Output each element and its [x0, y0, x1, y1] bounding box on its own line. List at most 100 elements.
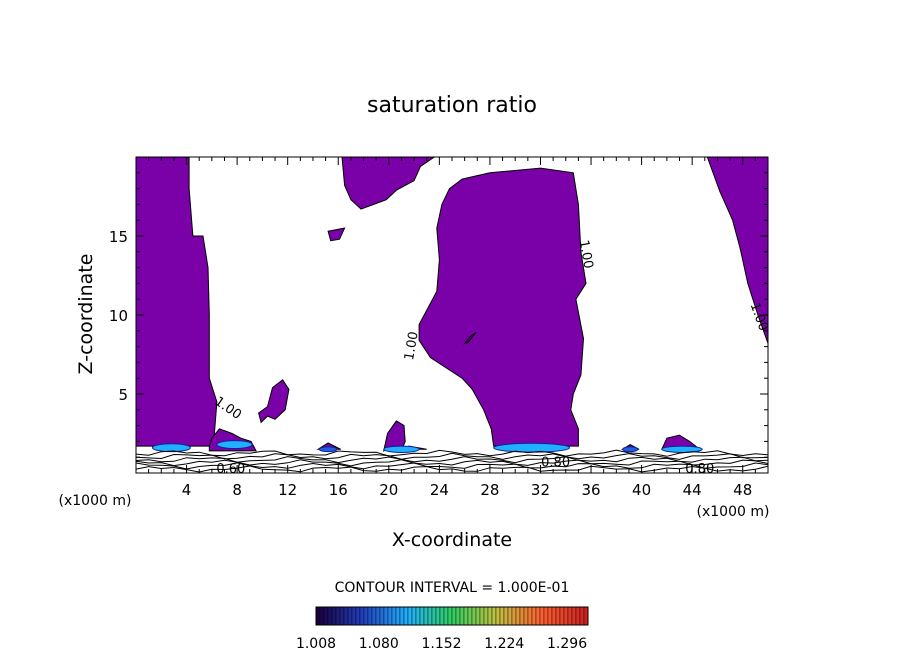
colorbar-bin — [435, 606, 441, 626]
colorbar-bin — [575, 606, 581, 626]
colorbar-bin — [559, 606, 565, 626]
colorbar-bin — [447, 606, 453, 626]
x-tick-label: 4 — [182, 481, 192, 499]
x-unit-left: (x1000 m) — [59, 493, 132, 509]
colorbar-bin — [531, 606, 537, 626]
colorbar-bin — [339, 606, 345, 626]
y-axis-ticks: 5 10 15 — [109, 172, 768, 458]
x-tick-label: 16 — [329, 481, 348, 499]
colorbar-bin — [367, 606, 373, 626]
colorbar-bin — [355, 606, 361, 626]
colorbar-bin — [479, 606, 485, 626]
y-tick-label: 10 — [109, 307, 128, 325]
saturation-region — [341, 156, 436, 210]
colorbar-bin — [535, 606, 541, 626]
supersaturation-hotspot — [383, 445, 420, 453]
x-tick-label: 8 — [232, 481, 242, 499]
colorbar-bin — [515, 606, 521, 626]
colorbar-bin — [487, 606, 493, 626]
colorbar-bin — [503, 606, 509, 626]
chart-title: saturation ratio — [367, 93, 537, 118]
colorbar-bin — [423, 606, 429, 626]
colorbar-bin — [415, 606, 421, 626]
x-tick-label: 28 — [480, 481, 499, 499]
x-tick-label: 32 — [531, 481, 550, 499]
colorbar-bin — [443, 606, 449, 626]
saturation-region — [418, 167, 587, 447]
colorbar-bin — [499, 606, 505, 626]
colorbar-tick-label: 1.080 — [359, 636, 399, 652]
colorbar-bin — [407, 606, 413, 626]
colorbar-frame — [315, 606, 589, 626]
colorbar-bin — [523, 606, 529, 626]
colorbar-bin — [467, 606, 473, 626]
contour-label: 1.00 — [576, 239, 596, 270]
y-axis-label: Z-coordinate — [75, 254, 97, 375]
surface-contour-line — [135, 449, 769, 457]
colorbar-bin — [383, 606, 389, 626]
colorbar-bin — [359, 606, 365, 626]
colorbar-bin — [403, 606, 409, 626]
colorbar-bin — [419, 606, 425, 626]
plot-area: 1.001.001.001.000.60 0.80 0.80 — [135, 156, 771, 477]
x-axis-label: X-coordinate — [392, 529, 512, 551]
x-tick-label: 36 — [581, 481, 600, 499]
colorbar-bin — [395, 606, 401, 626]
colorbar-bin — [567, 606, 573, 626]
supersaturation-hotspot — [493, 442, 571, 453]
colorbar-bin — [491, 606, 497, 626]
colorbar — [315, 606, 589, 626]
x-tick-label: 44 — [683, 481, 702, 499]
colorbar-bin — [451, 606, 457, 626]
colorbar-bin — [579, 606, 585, 626]
colorbar-bin — [555, 606, 561, 626]
colorbar-bin — [371, 606, 377, 626]
colorbar-bin — [343, 606, 349, 626]
colorbar-bin — [399, 606, 405, 626]
colorbar-bin — [543, 606, 549, 626]
colorbar-bin — [411, 606, 417, 626]
surface-contour-line — [135, 452, 769, 460]
contour-label: 0.60 — [216, 462, 245, 477]
contour-label: 1.00 — [212, 394, 244, 423]
saturation-region — [135, 156, 218, 447]
colorbar-bin — [351, 606, 357, 626]
colorbar-bin — [539, 606, 545, 626]
colorbar-bin — [571, 606, 577, 626]
colorbar-bin — [455, 606, 461, 626]
colorbar-bin — [375, 606, 381, 626]
x-tick-label: 24 — [430, 481, 449, 499]
colorbar-bin — [583, 606, 589, 626]
y-tick-label: 5 — [118, 386, 128, 404]
colorbar-bin — [319, 606, 325, 626]
colorbar-bin — [439, 606, 445, 626]
colorbar-bin — [431, 606, 437, 626]
supersaturation-hotspot — [216, 440, 253, 450]
colorbar-bin — [331, 606, 337, 626]
colorbar-bin — [563, 606, 569, 626]
contour-label: 1.00 — [402, 330, 422, 361]
colorbar-bin — [471, 606, 477, 626]
colorbar-bin — [347, 606, 353, 626]
surface-contour-line — [135, 459, 769, 467]
colorbar-labels: 1.008 1.080 1.152 1.224 1.296 — [296, 636, 587, 652]
surface-contour-line — [135, 456, 769, 464]
saturation-region — [327, 227, 346, 242]
colorbar-bin — [507, 606, 513, 626]
colorbar-bin — [391, 606, 397, 626]
colorbar-bin — [475, 606, 481, 626]
colorbar-bin — [363, 606, 369, 626]
surface-contour-line — [135, 465, 769, 473]
contour-label: 0.80 — [685, 462, 714, 477]
saturation-region — [258, 379, 290, 424]
colorbar-bin — [315, 606, 321, 626]
surface-contour-line — [135, 462, 769, 470]
colorbar-tick-label: 1.296 — [547, 636, 587, 652]
supersaturation-hotspot — [318, 446, 338, 453]
contour-interval-text: CONTOUR INTERVAL = 1.000E-01 — [335, 580, 570, 596]
colorbar-bin — [323, 606, 329, 626]
colorbar-tick-label: 1.224 — [484, 636, 524, 652]
x-tick-label: 40 — [632, 481, 651, 499]
y-tick-label: 15 — [109, 228, 128, 246]
